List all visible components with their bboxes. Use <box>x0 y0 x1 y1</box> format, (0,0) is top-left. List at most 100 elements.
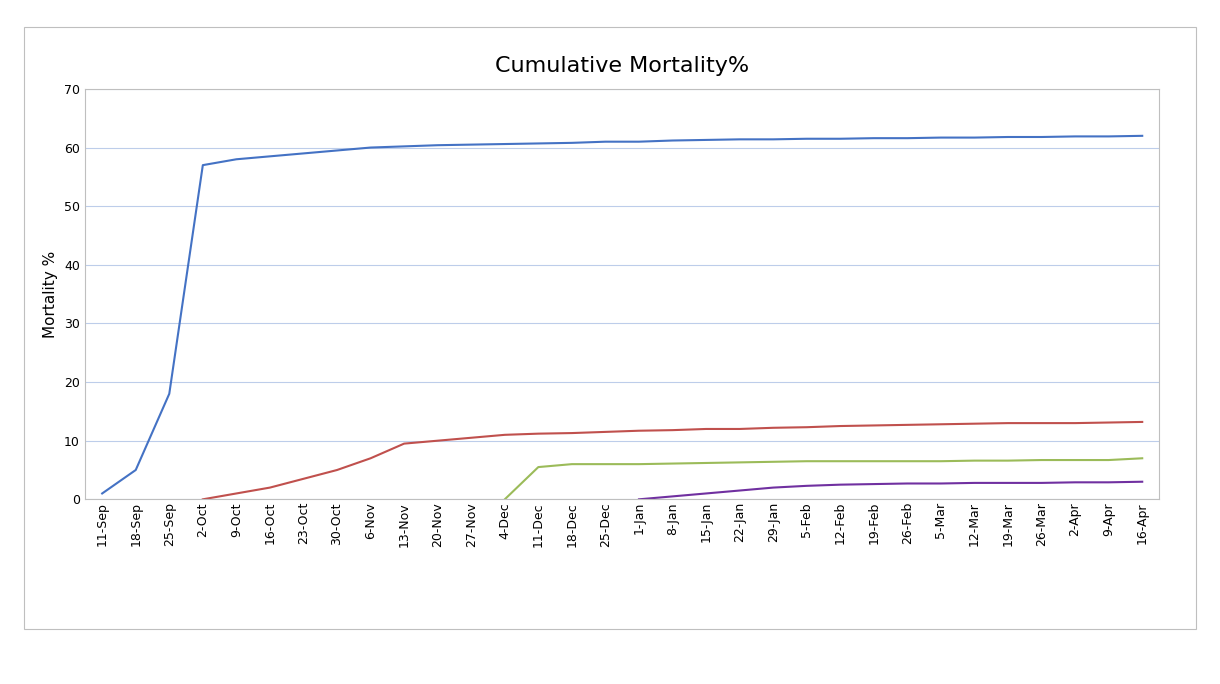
Line: 150g Entry: 150g Entry <box>203 422 1142 499</box>
250g Entry <box>1035 456 1049 464</box>
250g Entry <box>598 460 612 469</box>
250g Entry <box>866 457 881 465</box>
250g Entry <box>531 463 545 471</box>
100g Entry <box>799 135 814 143</box>
100g Entry <box>162 390 177 398</box>
100g Entry <box>95 489 110 497</box>
100g Entry <box>396 142 411 150</box>
150g Entry <box>262 484 277 492</box>
100g Entry <box>195 161 210 169</box>
250g Entry <box>900 457 915 465</box>
150g Entry <box>699 425 714 433</box>
100g Entry <box>364 144 378 152</box>
100g Entry <box>699 136 714 144</box>
150g Entry <box>396 440 411 448</box>
300g Entry <box>665 492 680 501</box>
100g Entry <box>1068 132 1082 140</box>
250g Entry <box>799 457 814 465</box>
250g Entry <box>933 457 948 465</box>
100g Entry <box>329 146 344 155</box>
150g Entry <box>900 421 915 429</box>
150g Entry <box>364 454 378 462</box>
100g Entry <box>833 135 848 143</box>
100g Entry <box>464 140 478 148</box>
100g Entry <box>732 135 747 144</box>
150g Entry <box>598 428 612 436</box>
250g Entry <box>1102 456 1116 464</box>
250g Entry <box>665 460 680 468</box>
300g Entry <box>1035 479 1049 487</box>
250g Entry <box>967 456 982 464</box>
250g Entry <box>632 460 647 469</box>
300g Entry <box>833 481 848 489</box>
100g Entry <box>262 153 277 161</box>
150g Entry <box>296 475 311 483</box>
100g Entry <box>1000 133 1015 141</box>
300g Entry <box>933 479 948 488</box>
150g Entry <box>833 422 848 430</box>
100g Entry <box>1035 133 1049 141</box>
100g Entry <box>766 135 781 144</box>
250g Entry <box>833 457 848 465</box>
100g Entry <box>632 137 647 146</box>
250g Entry <box>565 460 580 469</box>
Title: Cumulative Mortality%: Cumulative Mortality% <box>495 56 749 76</box>
300g Entry <box>1102 478 1116 486</box>
100g Entry <box>431 141 445 149</box>
150g Entry <box>665 426 680 434</box>
300g Entry <box>1000 479 1015 487</box>
150g Entry <box>933 420 948 428</box>
250g Entry <box>1135 454 1149 462</box>
150g Entry <box>1068 419 1082 428</box>
150g Entry <box>229 489 244 497</box>
150g Entry <box>866 421 881 430</box>
100g Entry <box>531 140 545 148</box>
300g Entry <box>1135 477 1149 486</box>
250g Entry <box>699 459 714 467</box>
300g Entry <box>799 482 814 490</box>
250g Entry <box>1068 456 1082 464</box>
150g Entry <box>1102 419 1116 427</box>
Line: 300g Entry: 300g Entry <box>639 482 1142 499</box>
150g Entry <box>464 434 478 442</box>
Line: 100g Entry: 100g Entry <box>102 136 1142 493</box>
150g Entry <box>799 423 814 432</box>
250g Entry <box>1000 456 1015 464</box>
150g Entry <box>195 495 210 503</box>
150g Entry <box>531 430 545 438</box>
100g Entry <box>665 136 680 144</box>
100g Entry <box>128 466 143 474</box>
150g Entry <box>498 431 512 439</box>
150g Entry <box>1135 418 1149 426</box>
100g Entry <box>565 139 580 147</box>
100g Entry <box>933 133 948 142</box>
150g Entry <box>431 436 445 445</box>
300g Entry <box>632 495 647 503</box>
150g Entry <box>1035 419 1049 428</box>
250g Entry <box>766 458 781 466</box>
100g Entry <box>598 137 612 146</box>
100g Entry <box>229 155 244 163</box>
100g Entry <box>900 134 915 142</box>
250g Entry <box>732 458 747 466</box>
100g Entry <box>1102 132 1116 140</box>
300g Entry <box>699 489 714 497</box>
300g Entry <box>967 479 982 487</box>
Y-axis label: Mortality %: Mortality % <box>43 250 59 338</box>
Line: 250g Entry: 250g Entry <box>505 458 1142 499</box>
150g Entry <box>632 427 647 435</box>
300g Entry <box>1068 478 1082 486</box>
300g Entry <box>732 486 747 495</box>
100g Entry <box>1135 132 1149 140</box>
150g Entry <box>1000 419 1015 428</box>
100g Entry <box>498 140 512 148</box>
100g Entry <box>296 149 311 157</box>
150g Entry <box>967 419 982 428</box>
100g Entry <box>967 133 982 142</box>
150g Entry <box>329 466 344 474</box>
250g Entry <box>498 495 512 503</box>
100g Entry <box>866 134 881 142</box>
150g Entry <box>732 425 747 433</box>
150g Entry <box>766 423 781 432</box>
300g Entry <box>766 484 781 492</box>
